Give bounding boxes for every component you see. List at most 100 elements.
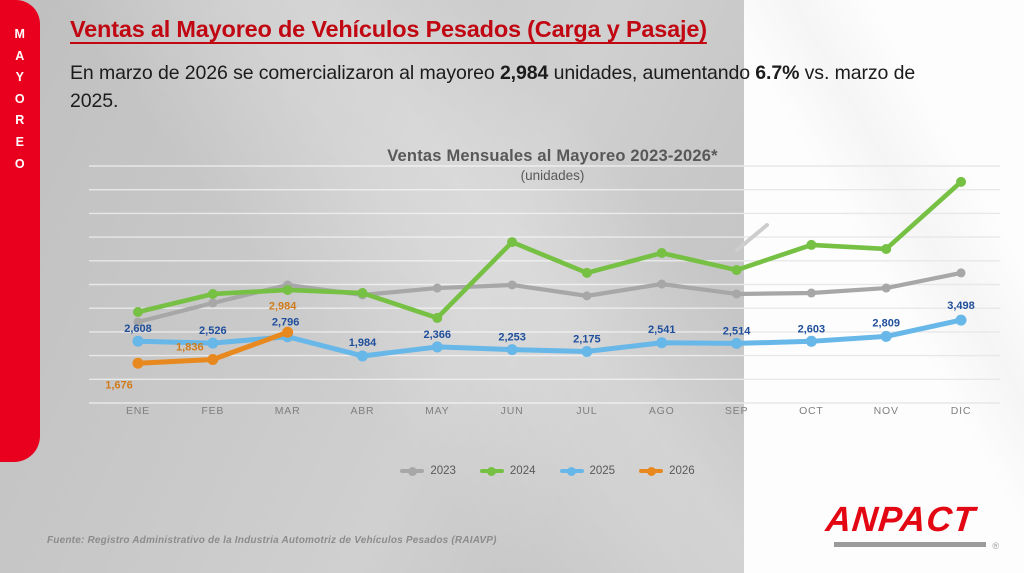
series-2025: 2,608 2,526 2,796 1,984 2,366 2,253 2,175 2,541… xyxy=(124,300,975,362)
data-label: 2,541 xyxy=(648,324,676,336)
registered-trademark-icon: ® xyxy=(992,541,999,551)
series-line-2024 xyxy=(135,179,964,321)
x-axis-label: OCT xyxy=(799,405,824,417)
sales-line-chart: ENE FEB MAR ABR MAY JUN JUL AGO SEP OCT NOV DIC 2,60… xyxy=(89,165,1000,417)
anpact-logo-bar: ® xyxy=(834,541,999,551)
legend-item-2024: 2024 xyxy=(479,465,536,477)
page-title: Ventas al Mayoreo de Vehículos Pesados (… xyxy=(70,16,707,42)
legend-item-2023: 2023 xyxy=(400,465,456,477)
x-axis-label: NOV xyxy=(874,405,899,417)
series-2026: 1,676 1,836 2,984 xyxy=(105,300,297,391)
data-point xyxy=(431,341,443,353)
x-axis-label: JUL xyxy=(576,405,597,417)
x-axis-label: MAY xyxy=(425,405,449,417)
background-swoosh xyxy=(735,223,769,252)
chart-subtitle: (unidades) xyxy=(520,168,585,183)
subtitle-segment: 6.7% xyxy=(755,62,800,84)
data-point xyxy=(507,237,518,248)
data-point xyxy=(506,344,518,356)
data-label: 2,809 xyxy=(872,317,900,329)
subtitle-segment: vs. marzo de 2025. xyxy=(70,62,916,112)
data-point xyxy=(282,284,293,295)
sidebar-letter: O xyxy=(14,156,26,171)
data-point xyxy=(731,265,742,276)
subtitle-segment: En marzo de 2026 se comercializaron al m… xyxy=(70,62,500,84)
sidebar-letter: M xyxy=(14,27,26,41)
x-axis-label: SEP xyxy=(725,405,748,417)
page-subtitle: En marzo de 2026 se comercializaron al m… xyxy=(70,60,960,115)
x-axis-label: AGO xyxy=(649,405,675,417)
chart-title: Ventas Mensuales al Mayoreo 2023-2026* xyxy=(387,147,718,165)
data-label: 3,498 xyxy=(947,300,975,312)
data-point xyxy=(133,306,143,317)
data-point xyxy=(881,243,892,254)
series-2024 xyxy=(133,176,967,323)
legend-item-2025: 2025 xyxy=(559,465,616,477)
legend-dot-icon xyxy=(487,466,497,476)
data-point xyxy=(732,289,742,299)
sidebar-letter: O xyxy=(14,91,26,106)
data-point xyxy=(133,317,143,327)
sidebar-letter: Y xyxy=(15,70,25,85)
data-label: 1,984 xyxy=(349,337,377,349)
series-line-2023 xyxy=(135,270,964,325)
data-label: 1,836 xyxy=(176,341,204,353)
data-label: 2,175 xyxy=(573,333,601,345)
source-note: Fuente: Registro Administrativo de la In… xyxy=(47,535,497,546)
data-point xyxy=(805,335,817,347)
data-point xyxy=(582,291,592,301)
data-point xyxy=(806,288,816,298)
series-line-2025 xyxy=(135,317,964,359)
legend-dot-icon xyxy=(646,466,656,476)
series-2023 xyxy=(133,268,966,327)
legend-label: 2024 xyxy=(509,465,536,477)
legend-marker-icon xyxy=(479,466,504,476)
data-point xyxy=(207,337,219,349)
data-point xyxy=(956,176,967,187)
data-label: 2,514 xyxy=(723,325,751,337)
data-point xyxy=(356,350,368,362)
chart-title-block: Ventas Mensuales al Mayoreo 2023-2026* (… xyxy=(295,147,810,183)
subtitle-segment: unidades, aumentando xyxy=(548,62,756,84)
legend-label: 2023 xyxy=(430,465,456,477)
data-point xyxy=(207,288,218,299)
data-label: 2,796 xyxy=(272,317,300,329)
data-point xyxy=(656,247,667,258)
sidebar-letter: E xyxy=(15,134,25,149)
sidebar-letter: R xyxy=(15,113,25,128)
legend-item-2026: 2026 xyxy=(639,465,695,477)
data-point xyxy=(581,267,592,278)
chart-legend: 2023 2024 2025 2026 xyxy=(85,465,1010,477)
data-point xyxy=(581,345,593,357)
data-point xyxy=(132,335,144,347)
legend-dot-icon xyxy=(407,466,417,476)
data-point xyxy=(132,357,144,369)
data-point xyxy=(208,298,218,308)
data-point xyxy=(207,353,219,365)
data-label: 2,984 xyxy=(269,300,297,312)
x-axis-label: MAR xyxy=(275,405,301,417)
data-point xyxy=(956,268,966,278)
data-point xyxy=(955,314,967,326)
data-label: 2,526 xyxy=(199,325,227,337)
data-label: 2,366 xyxy=(424,329,452,341)
data-label: 2,253 xyxy=(498,332,526,344)
x-axis-label: JUN xyxy=(501,405,524,417)
legend-label: 2025 xyxy=(589,465,616,477)
data-point xyxy=(656,337,668,349)
data-label: 2,608 xyxy=(124,323,152,335)
data-point xyxy=(507,280,517,290)
sidebar-letter: A xyxy=(15,48,25,63)
anpact-logo: ANPACT ® xyxy=(824,500,999,551)
legend-label: 2026 xyxy=(669,465,695,477)
legend-marker-icon xyxy=(400,466,425,476)
subtitle-segment: 2,984 xyxy=(499,62,549,84)
data-point xyxy=(432,283,442,293)
data-point xyxy=(731,337,743,349)
legend-dot-icon xyxy=(567,466,576,476)
data-label: 1,676 xyxy=(105,379,133,391)
data-point xyxy=(881,283,891,293)
